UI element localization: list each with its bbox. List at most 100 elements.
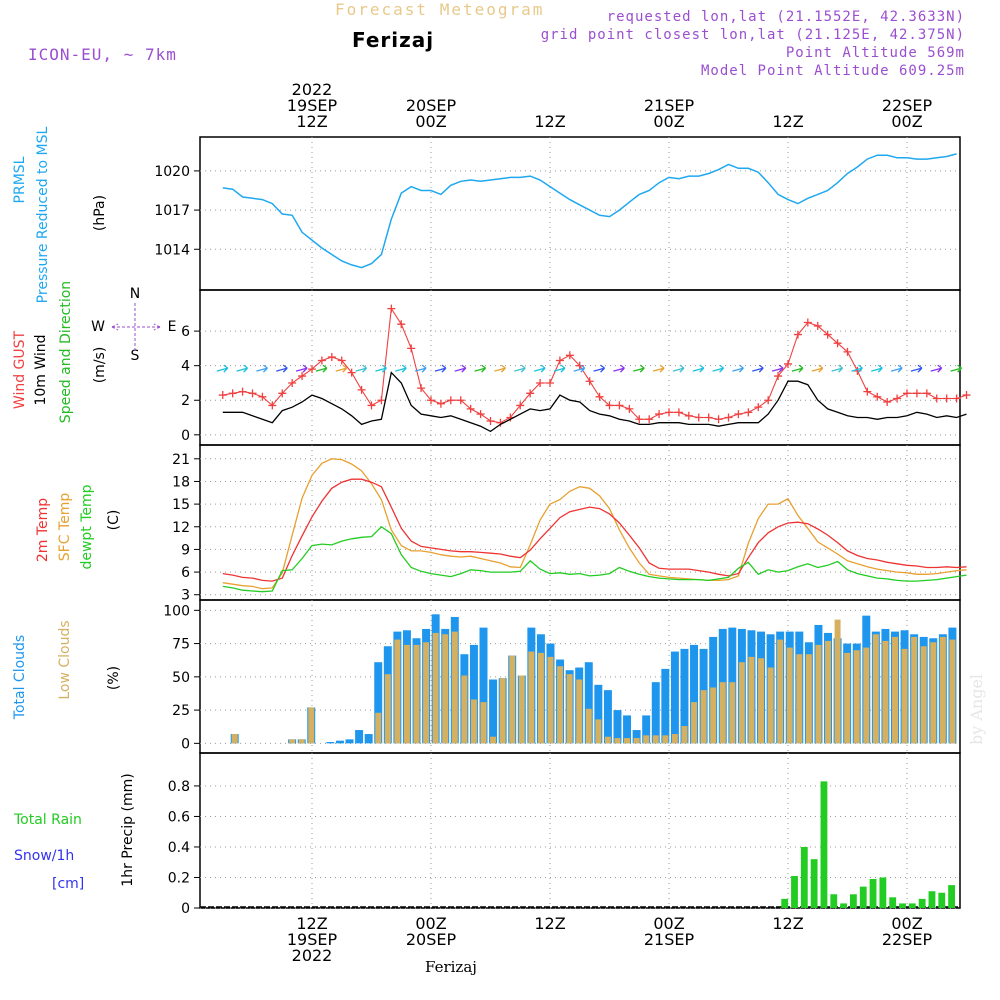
wind-direction-arrow [871,364,883,373]
wind-direction-arrow [395,364,407,373]
wind-direction-arrow [851,364,863,373]
gust-marker [833,339,842,348]
gust-marker [397,320,406,329]
low-cloud-bar [872,634,879,744]
gust-marker [714,415,723,424]
label-prmsl: PRMSL [12,156,28,203]
low-cloud-bar [834,619,841,744]
gust-marker [536,378,545,387]
low-cloud-bar [911,636,918,744]
time-label-top: 00Z [653,112,684,131]
compass-e: E [168,319,177,335]
low-cloud-bar [691,702,698,744]
rain-bar [850,894,857,908]
low-cloud-bar [920,646,927,744]
time-label-top: 00Z [415,112,446,131]
wind-direction-arrow [494,364,506,373]
low-cloud-bar [537,652,544,744]
label-10m-wind: 10m Wind [33,334,49,405]
time-label-bottom: 12Z [772,914,803,933]
wind-direction-arrow [950,364,963,373]
low-cloud-bar [949,639,956,744]
gust-marker [952,394,961,403]
total-cloud-bar [651,682,660,744]
low-cloud-bar [777,639,784,744]
time-label-bottom: 19SEP [287,930,338,949]
low-cloud-bar [566,674,573,744]
model-point-altitude: Model Point Altitude 609.25m [700,63,965,79]
low-cloud-bar [930,642,937,744]
gust-marker [377,396,386,405]
time-label-top: 00Z [891,112,922,131]
gust-marker [337,356,346,365]
y-tick-label: 75 [172,637,190,653]
low-cloud-bar [499,678,506,744]
low-cloud-bar [710,687,717,744]
sfc-temp-line [222,458,967,590]
gust-marker [595,392,604,401]
wind-direction-arrow [414,364,427,373]
rain-bar [889,897,897,908]
time-label-bottom: 12Z [534,914,565,933]
gust-marker [962,391,971,400]
y-tick-label: 1020 [154,164,190,180]
wind-direction-arrow [672,364,685,373]
low-cloud-bar [738,662,745,744]
gust-marker [873,392,882,401]
rain-bar [791,875,798,908]
low-cloud-bar [518,675,525,744]
low-cloud-bar [490,736,497,744]
wind-direction-arrow [375,364,387,373]
location-title: Ferizaj [352,28,435,52]
y-tick-label: 0 [181,736,190,752]
gust-marker [248,389,257,398]
label-dewpt-temp: dewpt Temp [79,484,95,569]
wind-direction-arrow [216,364,229,373]
low-cloud-bar [748,656,755,744]
rain-bar [840,903,847,908]
total-cloud-bar [345,739,354,744]
low-cloud-bar [719,682,726,744]
rain-bar [830,894,838,908]
low-cloud-bar [595,719,602,744]
label-pressure-unit: (hPa) [92,195,108,231]
gust-marker [387,304,396,313]
gust-line [222,306,967,424]
low-cloud-bar [394,639,401,744]
gust-marker [546,378,554,387]
low-cloud-bar [815,644,822,744]
total-cloud-bar [670,651,679,744]
low-cloud-bar [786,647,793,744]
y-tick-label: 2 [181,393,190,409]
gust-marker [427,396,435,405]
total-cloud-bar [690,644,699,744]
wind-direction-arrow [276,364,288,373]
low-cloud-bar [509,655,516,744]
low-cloud-bar [825,640,831,744]
low-cloud-bar [375,712,382,744]
total-cloud-bar [374,662,383,744]
panel-frame [199,752,961,909]
gust-marker [516,401,525,410]
low-cloud-bar [528,651,535,744]
gust-marker [456,396,465,405]
wind-direction-arrow [573,364,586,373]
low-cloud-bar [461,675,468,744]
pressure-line [222,153,957,269]
time-label-bottom: 20SEP [406,930,457,949]
wind-direction-arrow [474,364,487,373]
gust-marker [298,372,307,381]
label-2m-temp: 2m Temp [35,498,51,562]
time-label-top: 12Z [534,112,565,131]
low-cloud-bar [643,735,650,744]
wind-direction-arrow [652,364,665,373]
low-cloud-bar [298,739,305,744]
gust-marker [655,410,664,419]
wind-direction-arrow [454,364,467,373]
gust-marker [813,321,822,330]
y-tick-label: 50 [172,670,190,686]
footer-location: Ferizaj [425,958,477,976]
wind-direction-arrow [514,364,526,373]
label-total-clouds: Total Clouds [12,635,28,720]
